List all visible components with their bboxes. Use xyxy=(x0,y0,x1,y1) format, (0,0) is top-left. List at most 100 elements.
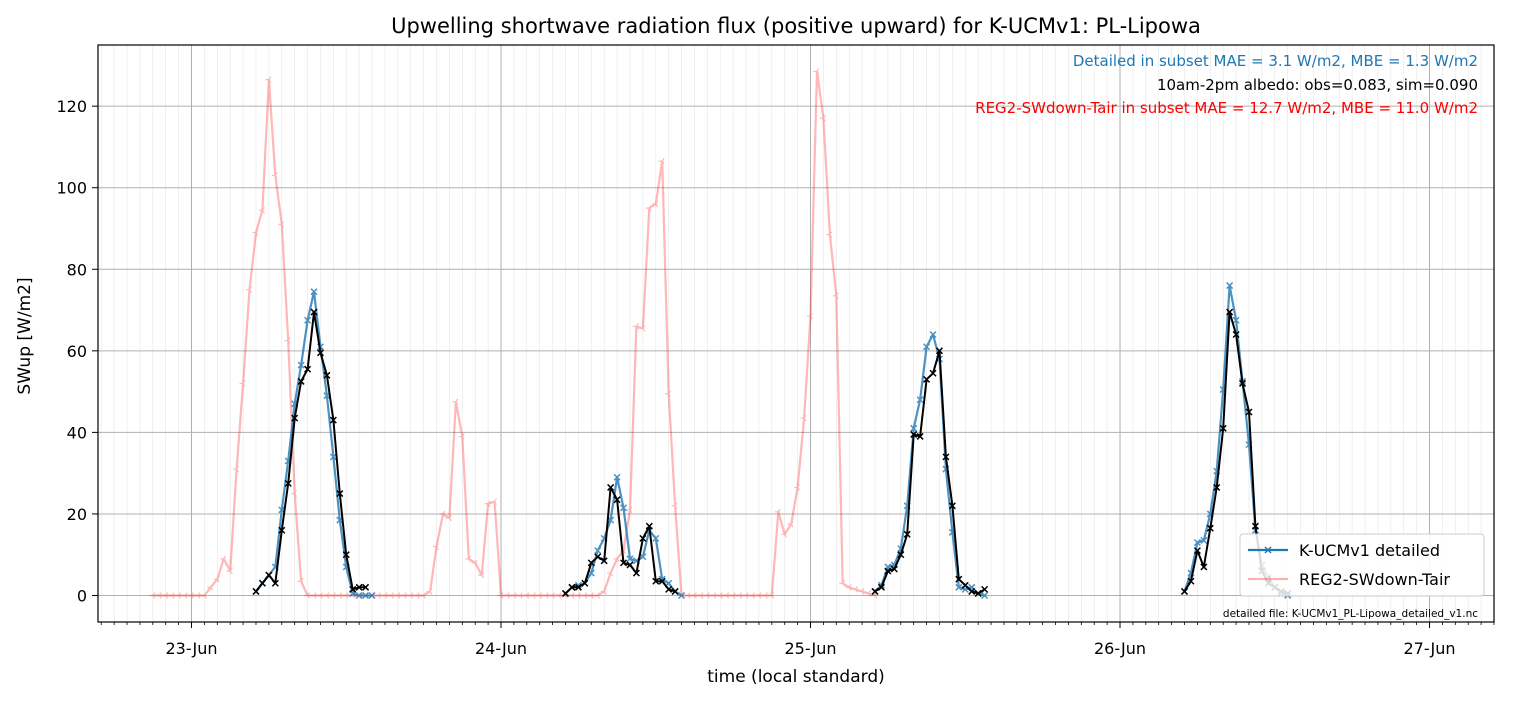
legend: K-UCMv1 detailed REG2-SWdown-Tair xyxy=(1239,533,1485,597)
legend-box xyxy=(1239,533,1485,597)
data-point-reg2 xyxy=(252,229,259,236)
data-point-reg2 xyxy=(239,380,246,387)
data-point-reg2 xyxy=(433,543,439,550)
data-point-observed xyxy=(336,490,344,498)
data-point-reg2 xyxy=(233,465,240,473)
data-point-observed xyxy=(310,308,318,316)
data-point-observed xyxy=(252,587,260,595)
data-point-reg2 xyxy=(839,579,846,587)
data-point-observed xyxy=(942,453,950,461)
data-point-observed xyxy=(568,583,576,591)
y-tick-label: 100 xyxy=(56,179,87,198)
data-point-observed xyxy=(877,583,885,591)
y-tick-label: 120 xyxy=(56,97,87,116)
data-point-reg2 xyxy=(426,588,433,595)
data-point-reg2 xyxy=(755,592,762,599)
data-point-observed xyxy=(890,565,898,573)
data-point-observed xyxy=(561,589,570,597)
annotation-detailed: Detailed in subset MAE = 3.1 W/m2, MBE =… xyxy=(1073,52,1478,70)
data-point-observed xyxy=(916,432,924,440)
data-point-observed xyxy=(981,585,989,593)
data-point-reg2 xyxy=(748,592,755,599)
data-point-observed xyxy=(935,347,943,355)
data-point-observed xyxy=(594,553,602,561)
y-tick-label: 0 xyxy=(77,586,87,605)
data-point-observed xyxy=(265,571,273,579)
data-point-reg2 xyxy=(471,559,478,567)
y-tick-label: 80 xyxy=(67,260,87,279)
data-point-reg2 xyxy=(265,76,272,83)
data-point-reg2 xyxy=(516,592,523,599)
data-point-observed xyxy=(1200,563,1208,571)
data-point-reg2 xyxy=(665,390,672,397)
data-point-reg2 xyxy=(832,292,839,300)
data-point-observed xyxy=(355,583,363,591)
data-point-observed xyxy=(587,559,595,567)
x-tick-label: 27-Jun xyxy=(1404,639,1456,658)
data-point-detailed xyxy=(613,473,621,481)
data-point-observed xyxy=(1245,408,1253,416)
data-point-reg2 xyxy=(529,592,536,599)
data-point-observed xyxy=(626,561,634,569)
data-point-reg2 xyxy=(304,592,310,599)
data-point-detailed xyxy=(1232,316,1240,324)
data-point-observed xyxy=(323,371,331,379)
data-point-reg2 xyxy=(736,592,743,599)
data-point-reg2 xyxy=(703,592,710,599)
data-point-reg2 xyxy=(374,592,381,599)
y-axis-label: SWup [W/m2] xyxy=(15,277,35,394)
data-point-detailed xyxy=(916,396,924,404)
data-point-reg2 xyxy=(413,592,420,599)
y-tick-label: 60 xyxy=(67,342,87,361)
data-point-detailed xyxy=(594,547,602,555)
series-detailed xyxy=(252,282,1292,600)
data-point-reg2 xyxy=(607,569,614,577)
data-point-reg2 xyxy=(400,592,407,599)
data-point-reg2 xyxy=(587,592,594,599)
data-point-observed xyxy=(613,496,621,504)
data-point-observed xyxy=(607,483,615,491)
data-point-reg2 xyxy=(497,592,504,599)
data-point-reg2 xyxy=(149,592,156,599)
legend-handle-reg2 xyxy=(1248,575,1288,583)
data-point-reg2 xyxy=(278,221,285,228)
data-point-reg2 xyxy=(258,206,265,214)
annotation-albedo: 10am-2pm albedo: obs=0.083, sim=0.090 xyxy=(1157,76,1478,94)
data-point-detailed xyxy=(355,591,363,600)
data-point-reg2 xyxy=(491,498,497,506)
data-point-reg2 xyxy=(858,588,865,595)
data-point-observed xyxy=(258,579,266,587)
x-tick-label: 24-Jun xyxy=(475,639,527,658)
data-point-reg2 xyxy=(645,204,652,212)
data-point-reg2 xyxy=(458,433,465,440)
data-point-detailed xyxy=(362,591,370,600)
data-point-detailed xyxy=(910,424,918,432)
data-point-reg2 xyxy=(865,590,871,597)
chart-title: Upwelling shortwave radiation flux (posi… xyxy=(391,14,1201,38)
y-tick-label: 20 xyxy=(67,505,87,524)
legend-marker xyxy=(1264,575,1271,583)
footnote: detailed file: K-UCMv1_PL-Lipowa_detaile… xyxy=(1223,608,1478,620)
data-point-detailed xyxy=(1226,282,1234,290)
data-point-detailed xyxy=(310,288,318,296)
x-tick-label: 25-Jun xyxy=(784,639,836,658)
data-point-reg2 xyxy=(710,592,717,599)
data-point-observed xyxy=(923,375,931,383)
data-point-observed xyxy=(897,551,905,559)
x-tick-label: 26-Jun xyxy=(1094,639,1146,658)
data-point-observed xyxy=(961,581,969,589)
data-point-observed xyxy=(1206,524,1214,532)
data-point-reg2 xyxy=(213,575,220,583)
data-point-reg2 xyxy=(555,592,562,599)
x-axis-label: time (local standard) xyxy=(707,667,885,687)
data-point-observed xyxy=(652,577,660,585)
data-point-reg2 xyxy=(445,514,452,522)
data-point-detailed xyxy=(639,553,647,561)
data-point-observed xyxy=(1232,330,1240,339)
data-point-reg2 xyxy=(284,337,291,344)
data-point-detailed xyxy=(619,504,628,512)
y-tick-label: 40 xyxy=(67,423,87,442)
data-point-observed xyxy=(600,557,608,565)
data-point-reg2 xyxy=(316,592,323,599)
